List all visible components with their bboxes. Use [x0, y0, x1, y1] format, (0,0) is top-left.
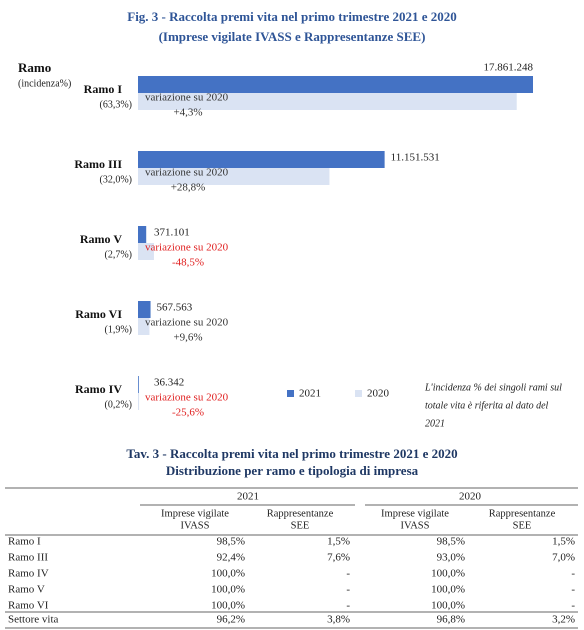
bar — [138, 243, 154, 260]
incidence-label: (63,3%) — [100, 99, 133, 110]
legend-swatch — [287, 390, 294, 397]
cell: - — [346, 568, 350, 580]
cell: - — [346, 584, 350, 596]
year-header: 2021 — [237, 491, 259, 503]
incidence-label: (0,2%) — [105, 399, 133, 410]
cell: - — [571, 584, 575, 596]
bar — [138, 168, 330, 185]
value-label: 17.861.248 — [484, 62, 534, 74]
category-label: Ramo I — [84, 82, 123, 96]
cell: 100,0% — [431, 584, 465, 596]
column-header: IVASS — [181, 520, 210, 531]
legend-label: 2021 — [299, 388, 321, 400]
category-label: Ramo V — [80, 232, 122, 246]
column-header: SEE — [291, 520, 310, 531]
incidence-label: (2,7%) — [105, 249, 133, 260]
cell: 98,5% — [437, 536, 465, 548]
y-sublabel: (incidenza%) — [18, 78, 71, 89]
variation-text: variazione su 2020 — [145, 167, 229, 179]
legend-label: 2020 — [367, 388, 390, 400]
bar — [138, 393, 140, 410]
column-header: IVASS — [401, 520, 430, 531]
bar — [138, 151, 385, 168]
variation-text: variazione su 2020 — [145, 92, 229, 104]
cell: 100,0% — [431, 568, 465, 580]
cell: 98,5% — [217, 536, 245, 548]
variation-value: +4,3% — [173, 107, 202, 119]
cell: 3,2% — [552, 614, 575, 626]
cell: 7,0% — [552, 552, 575, 564]
cell: 1,5% — [552, 536, 575, 548]
column-header: Rappresentanze — [267, 508, 334, 519]
bar — [138, 301, 151, 318]
cell: 93,0% — [437, 552, 465, 564]
bar — [138, 376, 139, 393]
column-header: Rappresentanze — [489, 508, 556, 519]
category-label: Ramo VI — [75, 307, 122, 321]
column-header: Imprese vigilate — [161, 508, 229, 519]
chart-title: Fig. 3 - Raccolta premi vita nel primo t… — [127, 9, 457, 24]
chart-subtitle: (Imprese vigilate IVASS e Rappresentanze… — [159, 29, 426, 44]
cell: 7,6% — [327, 552, 350, 564]
year-header: 2020 — [459, 491, 482, 503]
note: L'incidenza % dei singoli rami sul — [424, 382, 562, 393]
row-label: Ramo IV — [8, 568, 49, 580]
variation-text: variazione su 2020 — [145, 242, 229, 254]
note: 2021 — [425, 418, 445, 429]
variation-text: variazione su 2020 — [145, 317, 229, 329]
cell: 96,2% — [217, 614, 245, 626]
cell: 100,0% — [211, 600, 245, 612]
value-label: 371.101 — [154, 227, 190, 239]
table-title: Tav. 3 - Raccolta premi vita nel primo t… — [126, 446, 457, 461]
variation-value: -48,5% — [172, 257, 204, 269]
cell: 100,0% — [211, 568, 245, 580]
bar — [138, 76, 533, 93]
cell: - — [346, 600, 350, 612]
table-subtitle: Distribuzione per ramo e tipologia di im… — [166, 463, 419, 478]
row-label: Ramo VI — [8, 600, 49, 612]
cell: 92,4% — [217, 552, 245, 564]
row-label: Ramo V — [8, 584, 45, 596]
incidence-label: (1,9%) — [105, 324, 133, 335]
cell: - — [571, 568, 575, 580]
bar — [138, 318, 150, 335]
value-label: 11.151.531 — [391, 152, 440, 164]
cell: 96,8% — [437, 614, 465, 626]
cell: 1,5% — [327, 536, 350, 548]
row-label: Ramo III — [8, 552, 48, 564]
column-header: SEE — [513, 520, 532, 531]
variation-value: -25,6% — [172, 407, 204, 419]
y-label: Ramo — [18, 60, 51, 75]
category-label: Ramo III — [74, 157, 122, 171]
incidence-label: (32,0%) — [100, 174, 133, 185]
note: totale vita è riferita al dato del — [425, 400, 549, 411]
cell: 3,8% — [327, 614, 350, 626]
category-label: Ramo IV — [75, 382, 122, 396]
cell: - — [571, 600, 575, 612]
cell: 100,0% — [211, 584, 245, 596]
column-header: Imprese vigilate — [381, 508, 449, 519]
variation-value: +28,8% — [171, 182, 206, 194]
legend-swatch — [355, 390, 362, 397]
variation-text: variazione su 2020 — [145, 392, 229, 404]
value-label: 567.563 — [157, 302, 193, 314]
row-label: Ramo I — [8, 536, 41, 548]
variation-value: +9,6% — [173, 332, 202, 344]
row-label: Settore vita — [8, 614, 59, 626]
bar — [138, 226, 147, 243]
bar — [138, 93, 517, 110]
value-label: 36.342 — [154, 377, 184, 389]
cell: 100,0% — [431, 600, 465, 612]
